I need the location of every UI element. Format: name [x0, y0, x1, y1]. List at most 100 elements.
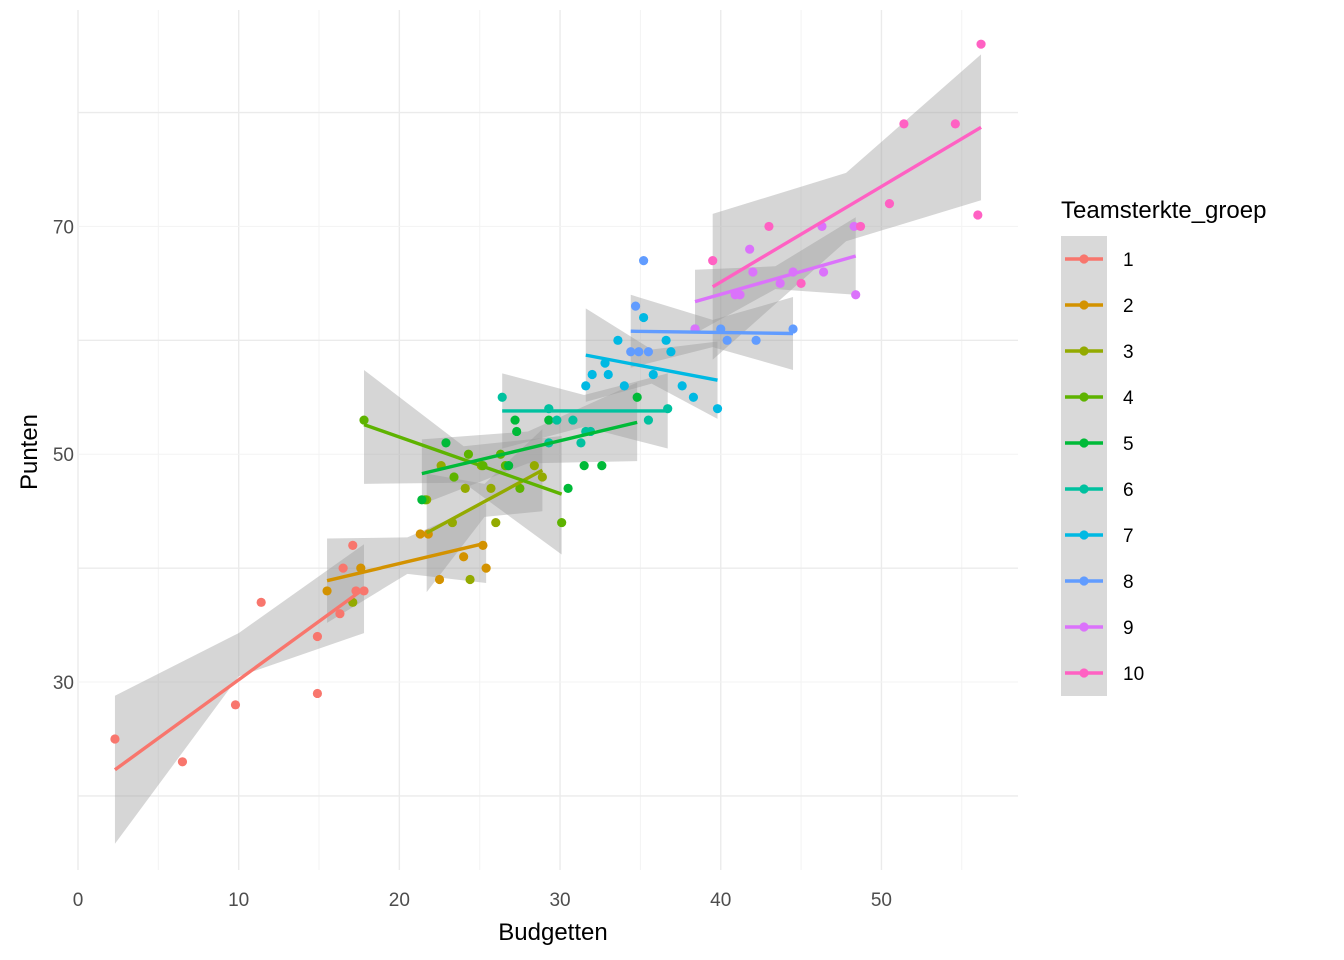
x-tick-label: 40	[710, 890, 731, 911]
data-point-group-10	[950, 119, 960, 129]
data-point-group-9	[775, 278, 785, 288]
data-point-group-1	[230, 700, 241, 710]
data-point-group-2	[434, 574, 445, 585]
data-point-group-6	[568, 415, 578, 425]
data-point-group-10	[899, 119, 909, 129]
data-point-group-1	[348, 540, 358, 550]
legend-label-2: 2	[1123, 296, 1134, 317]
data-point-group-2	[459, 552, 469, 562]
data-point-group-8	[643, 347, 654, 357]
grid-lines	[77, 10, 1018, 870]
legend-label-8: 8	[1123, 572, 1134, 593]
y-tick-label: 30	[53, 673, 74, 694]
x-tick-label: 30	[549, 890, 570, 911]
data-point-group-1	[312, 631, 323, 642]
y-axis-ticks: 30 50 70	[53, 217, 74, 694]
data-point-group-3	[537, 472, 547, 482]
data-point-group-7	[581, 381, 591, 391]
data-point-group-10	[884, 199, 895, 209]
x-tick-label: 0	[73, 890, 84, 911]
data-point-group-6	[497, 392, 507, 402]
legend: Teamsterkte_groep 1 2 3 4 5 6 7 8 9 10	[1061, 197, 1266, 696]
data-point-group-9	[818, 267, 829, 277]
data-point-group-9	[851, 290, 861, 300]
legend-key-point-3	[1079, 346, 1089, 356]
legend-items: 1 2 3 4 5 6 7 8 9 10	[1065, 250, 1144, 685]
data-point-group-5	[563, 483, 573, 494]
legend-label-9: 9	[1123, 618, 1134, 639]
legend-label-4: 4	[1123, 388, 1134, 409]
data-point-group-5	[441, 438, 451, 448]
data-point-group-4	[449, 472, 459, 482]
data-point-group-10	[796, 278, 806, 288]
data-point-group-5	[544, 415, 554, 425]
data-point-group-9	[735, 290, 745, 300]
y-tick-label: 50	[53, 445, 74, 466]
data-point-group-8	[634, 347, 644, 357]
data-point-group-5	[632, 392, 642, 402]
data-point-group-1	[338, 563, 348, 573]
fit-line-group-9	[694, 254, 857, 304]
legend-key-point-5	[1079, 438, 1089, 448]
fit-line-group-5	[421, 420, 638, 476]
data-point-group-9	[745, 244, 755, 254]
fit-line-group-8	[630, 329, 794, 336]
data-point-group-8	[630, 301, 641, 311]
data-point-group-7	[639, 312, 649, 323]
data-point-group-6	[552, 415, 562, 425]
legend-key-point-9	[1079, 622, 1089, 632]
data-point-group-3	[486, 483, 496, 494]
data-point-group-3	[460, 483, 470, 494]
data-point-group-3	[491, 517, 501, 528]
x-tick-label: 50	[871, 890, 892, 911]
data-point-group-8	[639, 255, 649, 266]
data-point-group-5	[579, 461, 589, 471]
data-point-group-7	[619, 381, 629, 391]
data-point-group-9	[748, 267, 758, 277]
data-point-group-2	[415, 529, 425, 539]
data-point-group-10	[973, 210, 983, 220]
data-point-group-8	[626, 347, 636, 357]
legend-key-point-7	[1079, 530, 1089, 540]
data-point-group-3	[465, 574, 475, 585]
data-point-group-4	[557, 517, 567, 528]
fit-line-group-10	[711, 125, 982, 289]
data-point-group-7	[603, 369, 613, 380]
data-point-group-1	[256, 597, 266, 607]
data-point-group-7	[661, 335, 671, 345]
data-point-group-9	[849, 221, 859, 232]
legend-label-7: 7	[1123, 526, 1134, 547]
data-point-group-7	[648, 369, 658, 380]
data-point-group-5	[504, 461, 514, 471]
data-point-group-7	[613, 335, 623, 345]
data-point-group-7	[712, 404, 723, 414]
x-axis-title: Budgetten	[498, 919, 607, 946]
data-point-group-8	[788, 324, 798, 334]
x-axis-ticks: 0 10 20 30 40 50	[73, 890, 892, 911]
x-tick-label: 20	[389, 890, 410, 911]
legend-label-5: 5	[1123, 434, 1134, 455]
data-point-group-4	[515, 483, 525, 494]
legend-key-background	[1061, 236, 1107, 696]
data-point-group-3	[529, 461, 539, 471]
data-point-group-8	[751, 335, 761, 345]
data-point-group-4	[359, 415, 369, 425]
x-tick-label: 10	[228, 890, 249, 911]
data-point-group-1	[312, 688, 323, 699]
data-point-group-2	[322, 586, 332, 596]
data-point-group-5	[597, 461, 607, 471]
legend-key-point-4	[1079, 392, 1089, 402]
data-point-group-6	[643, 415, 654, 425]
fit-line-group-1	[113, 587, 366, 772]
data-point-group-1	[110, 734, 120, 744]
legend-label-6: 6	[1123, 480, 1134, 501]
data-point-group-5	[510, 415, 520, 425]
legend-key-point-2	[1079, 300, 1089, 310]
data-point-group-10	[976, 39, 986, 49]
data-point-group-7	[587, 369, 597, 380]
data-point-group-7	[677, 381, 687, 391]
confidence-band-5	[421, 382, 638, 505]
data-point-group-4	[463, 449, 474, 459]
